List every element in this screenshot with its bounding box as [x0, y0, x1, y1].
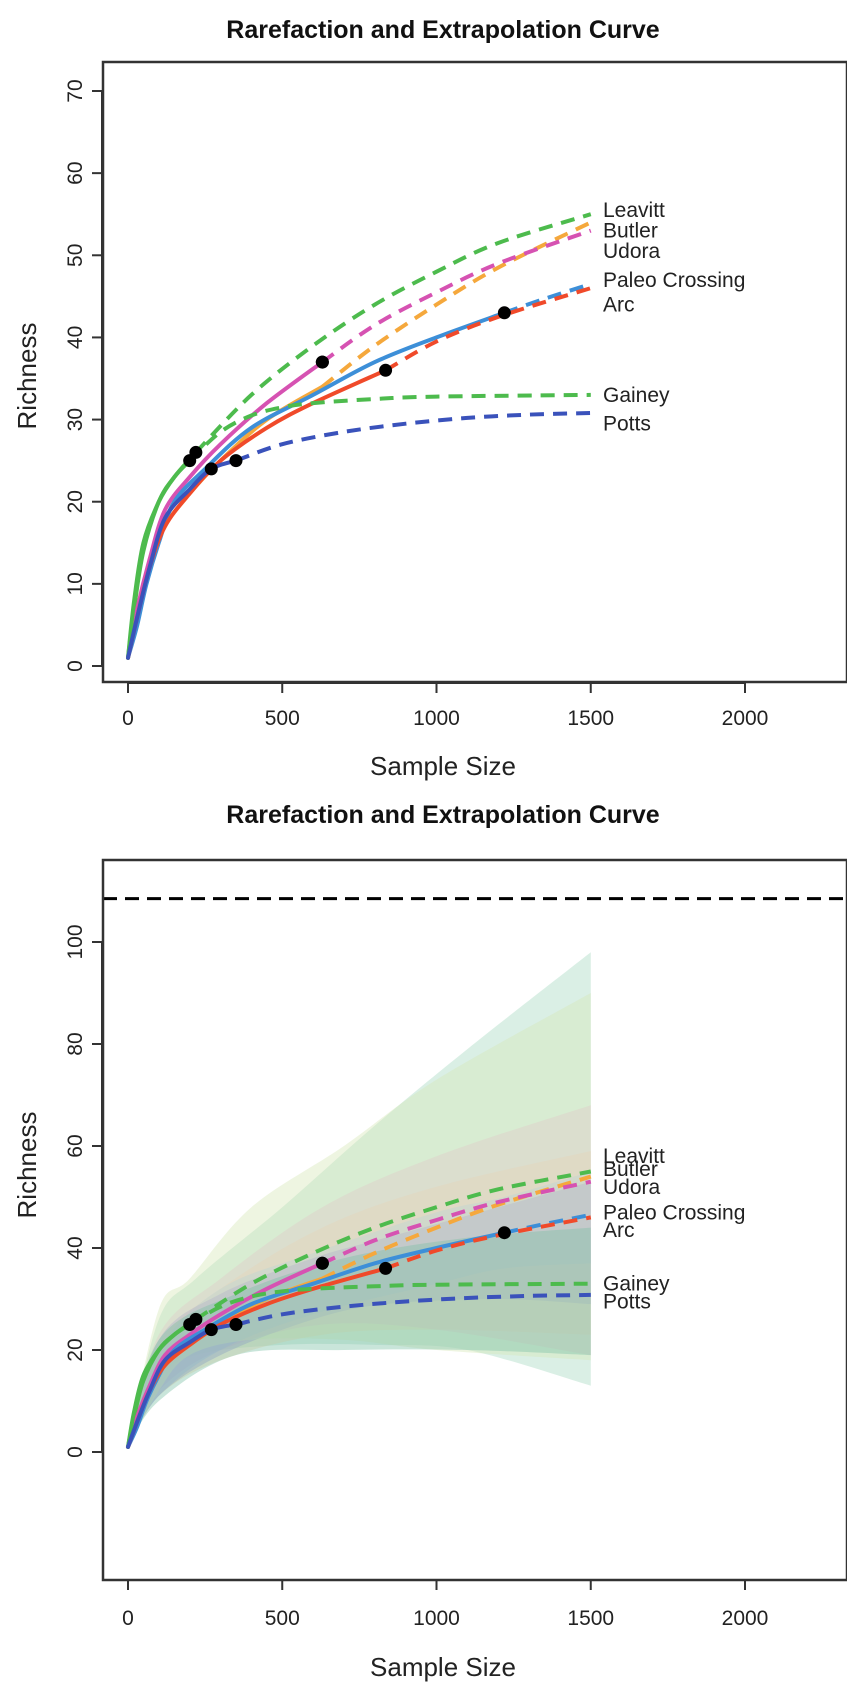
x-tick-label: 2000	[722, 1607, 769, 1630]
panel-2-x-axis-label: Sample Size	[370, 1652, 516, 1682]
extrapolation-line-arc	[384, 1215, 592, 1271]
x-tick-label: 0	[122, 1607, 134, 1630]
series-label-butler: Butler	[603, 1158, 658, 1181]
panel-1: Rarefaction and Extrapolation Curve Rich…	[12, 16, 847, 781]
extrapolation-line-leavitt	[194, 212, 592, 454]
panel-2-observed-points	[183, 1226, 511, 1337]
y-tick-label: 0	[64, 1446, 87, 1458]
panel-1-plot-frame	[101, 60, 847, 684]
series-label-arc: Arc	[603, 1219, 635, 1242]
series-label-udora: Udora	[603, 240, 661, 263]
extrapolation-line-udora	[321, 228, 592, 364]
y-tick-label: 20	[64, 1338, 87, 1361]
observed-point-extra-0	[204, 1323, 218, 1337]
extrapolation-line-leavitt	[194, 1169, 592, 1322]
extrapolation-line-udora	[321, 1179, 592, 1266]
y-tick-label: 60	[64, 1134, 87, 1157]
series-label-gainey: Gainey	[603, 384, 670, 407]
extrapolation-line-butler	[321, 1174, 592, 1281]
y-tick-label: 30	[64, 408, 87, 431]
panel-1-y-axis-label: Richness	[12, 323, 42, 430]
series-label-potts: Potts	[603, 1291, 651, 1314]
observed-point-gainey	[183, 454, 197, 468]
x-tick-label: 500	[265, 707, 300, 730]
series-label-paleo-crossing: Paleo Crossing	[603, 269, 745, 292]
extrapolation-line-gainey	[188, 1281, 591, 1327]
panel-1-title: Rarefaction and Extrapolation Curve	[226, 16, 660, 44]
panel-2-plot-frame	[101, 858, 847, 1582]
x-tick-label: 1000	[413, 1607, 460, 1630]
series-label-arc: Arc	[603, 294, 635, 317]
panel-2: Rarefaction and Extrapolation Curve Rich…	[12, 801, 847, 1682]
y-tick-label: 0	[64, 660, 87, 672]
panel-1-observed-points	[183, 306, 511, 476]
extrapolation-line-gainey	[188, 392, 591, 463]
y-tick-label: 70	[64, 79, 87, 102]
band-arc	[128, 1181, 591, 1447]
observed-point-potts	[229, 454, 243, 468]
x-tick-label: 500	[265, 1607, 300, 1630]
x-tick-label: 1500	[567, 1607, 614, 1630]
series-label-potts: Potts	[603, 413, 651, 436]
y-tick-label: 10	[64, 572, 87, 595]
rarefaction-line-gainey	[126, 1322, 192, 1449]
rarefaction-line-gainey	[126, 458, 192, 660]
band-potts	[128, 1227, 591, 1447]
band-gainey	[128, 993, 591, 1447]
y-tick-label: 50	[64, 244, 87, 267]
panel-2-series-lines	[126, 1169, 592, 1449]
y-tick-label: 100	[64, 924, 87, 959]
panel-2-y-axis-label: Richness	[12, 1112, 42, 1219]
y-tick-label: 40	[64, 1236, 87, 1259]
panel-2-title: Rarefaction and Extrapolation Curve	[226, 801, 660, 829]
series-label-gainey: Gainey	[603, 1273, 670, 1296]
x-tick-label: 2000	[722, 707, 769, 730]
extrapolation-line-potts	[235, 411, 591, 463]
y-tick-label: 60	[64, 161, 87, 184]
extrapolation-line-paleo-crossing	[503, 1212, 592, 1235]
x-tick-label: 1500	[567, 707, 614, 730]
extrapolation-line-arc	[384, 286, 592, 373]
observed-point-gainey	[183, 1318, 197, 1331]
observed-point-paleo-crossing	[497, 306, 511, 320]
series-label-leavitt: Leavitt	[603, 1145, 665, 1168]
observed-point-udora	[315, 355, 329, 369]
observed-point-paleo-crossing	[497, 1226, 511, 1240]
observed-point-extra-0	[204, 462, 218, 476]
x-tick-label: 0	[122, 707, 134, 730]
y-tick-label: 80	[64, 1032, 87, 1055]
extrapolation-line-potts	[235, 1292, 591, 1327]
series-label-butler: Butler	[603, 220, 658, 243]
series-label-leavitt: Leavitt	[603, 199, 665, 222]
observed-point-arc	[379, 363, 393, 377]
series-label-udora: Udora	[603, 1176, 661, 1199]
panel-1-series-lines	[126, 212, 592, 660]
observed-point-udora	[315, 1256, 329, 1270]
y-tick-label: 40	[64, 326, 87, 349]
series-label-paleo-crossing: Paleo Crossing	[603, 1201, 745, 1224]
band-butler	[128, 1151, 591, 1447]
panel-1-x-axis-label: Sample Size	[370, 751, 516, 781]
y-tick-label: 20	[64, 490, 87, 513]
observed-point-arc	[379, 1261, 393, 1275]
x-tick-label: 1000	[413, 707, 460, 730]
extrapolation-line-paleo-crossing	[503, 282, 592, 315]
observed-point-potts	[229, 1318, 243, 1331]
